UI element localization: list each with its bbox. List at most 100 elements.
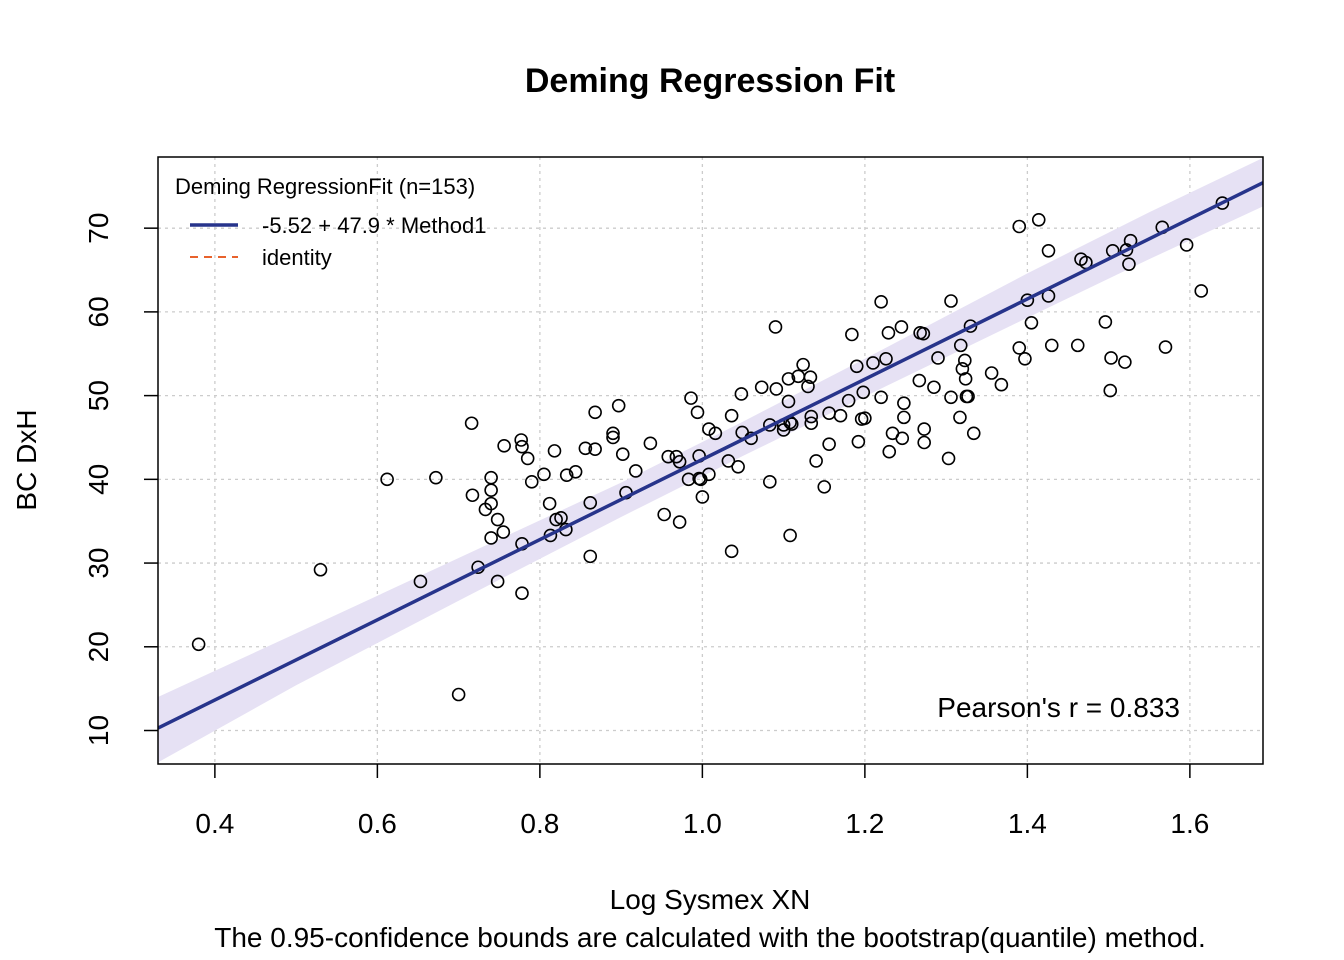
y-tick-label-1: 20 [83, 631, 114, 662]
data-point-46 [661, 449, 676, 464]
data-point-108 [912, 373, 927, 388]
chart-title: Deming Regression Fit [525, 62, 895, 100]
legend-identity-label: identity [262, 245, 332, 270]
data-point-71 [769, 382, 784, 396]
data-point-25 [542, 496, 557, 511]
legend-fit-label: -5.52 + 47.9 * Method1 [262, 213, 486, 238]
data-point-118 [953, 410, 967, 425]
y-tick-label-3: 40 [83, 464, 114, 495]
data-point-11 [484, 483, 498, 498]
data-point-61 [724, 408, 739, 423]
data-point-106 [897, 396, 911, 410]
data-point-64 [734, 387, 749, 401]
chart-subtitle: The 0.95-confidence bounds are calculate… [214, 922, 1206, 953]
data-point-6 [464, 416, 479, 431]
data-point-0 [191, 637, 206, 652]
data-points [191, 196, 1230, 702]
data-point-70 [768, 320, 783, 334]
data-point-88 [822, 437, 836, 451]
data-point-62 [724, 544, 739, 559]
plot-frame [157, 156, 1264, 765]
data-point-57 [702, 467, 716, 482]
x-tick-label-2: 0.8 [520, 808, 559, 839]
data-point-49 [672, 515, 687, 529]
data-point-24 [537, 467, 551, 482]
data-point-142 [1103, 383, 1118, 398]
data-point-38 [606, 430, 620, 445]
data-point-114 [931, 351, 945, 365]
fit-line-layer [158, 181, 1263, 730]
data-point-137 [1044, 338, 1059, 353]
data-point-102 [882, 444, 897, 459]
data-point-51 [684, 391, 698, 405]
y-axis-label: BC DxH [11, 409, 42, 510]
data-point-127 [984, 366, 999, 380]
data-point-7 [465, 488, 480, 503]
data-point-81 [801, 379, 815, 394]
data-point-31 [559, 468, 574, 482]
data-point-39 [606, 426, 620, 441]
data-point-95 [856, 385, 871, 400]
data-point-13 [484, 531, 498, 545]
x-tick-label-4: 1.2 [845, 808, 884, 839]
y-tick-label-4: 50 [83, 380, 114, 411]
data-point-80 [796, 357, 810, 372]
data-point-111 [917, 422, 931, 436]
data-point-85 [809, 454, 823, 468]
data-point-100 [879, 351, 893, 366]
data-point-84 [804, 416, 819, 431]
data-point-104 [894, 320, 909, 334]
data-point-12 [484, 496, 498, 511]
data-point-134 [1031, 212, 1046, 227]
data-point-21 [515, 586, 529, 601]
data-point-121 [958, 353, 972, 368]
x-axis: 0.4 0.6 0.8 1.0 1.2 1.4 1.6 [195, 764, 1209, 839]
data-point-119 [953, 338, 968, 353]
data-point-15 [490, 574, 505, 589]
y-tick-label-2: 30 [83, 547, 114, 578]
data-point-18 [514, 433, 528, 447]
data-point-37 [588, 442, 602, 456]
data-point-113 [927, 380, 941, 395]
data-point-1 [313, 562, 328, 577]
data-point-99 [874, 295, 888, 309]
data-point-135 [1041, 243, 1056, 258]
data-point-3 [413, 574, 428, 589]
data-point-120 [955, 362, 970, 376]
data-point-33 [578, 441, 593, 456]
data-point-152 [1194, 284, 1209, 298]
data-point-117 [944, 294, 958, 308]
data-point-124 [961, 389, 975, 404]
data-point-133 [1024, 315, 1039, 330]
data-point-56 [695, 490, 710, 504]
data-point-52 [690, 405, 705, 420]
data-point-82 [803, 370, 818, 384]
data-point-16 [496, 525, 511, 539]
data-point-34 [583, 495, 598, 510]
data-point-68 [763, 475, 777, 489]
data-point-130 [1012, 219, 1027, 234]
x-tick-label-0: 0.4 [195, 808, 234, 839]
legend-title: Deming RegressionFit (n=153) [175, 174, 475, 199]
data-point-67 [754, 380, 769, 395]
data-point-40 [611, 398, 626, 413]
data-point-126 [966, 426, 981, 441]
fit-line [158, 181, 1263, 730]
data-point-86 [817, 480, 832, 494]
data-point-131 [1018, 351, 1032, 366]
data-point-32 [568, 465, 583, 479]
data-point-146 [1119, 243, 1134, 257]
data-point-143 [1104, 351, 1118, 365]
data-point-153 [1215, 196, 1230, 210]
data-point-35 [583, 549, 598, 564]
data-point-36 [588, 405, 602, 420]
data-point-138 [1070, 338, 1085, 353]
x-tick-label-5: 1.4 [1008, 808, 1047, 839]
data-point-27 [547, 444, 562, 458]
data-point-59 [708, 426, 723, 441]
data-point-110 [916, 326, 931, 341]
data-point-76 [783, 528, 797, 543]
data-point-89 [833, 408, 848, 423]
data-point-122 [958, 372, 973, 386]
